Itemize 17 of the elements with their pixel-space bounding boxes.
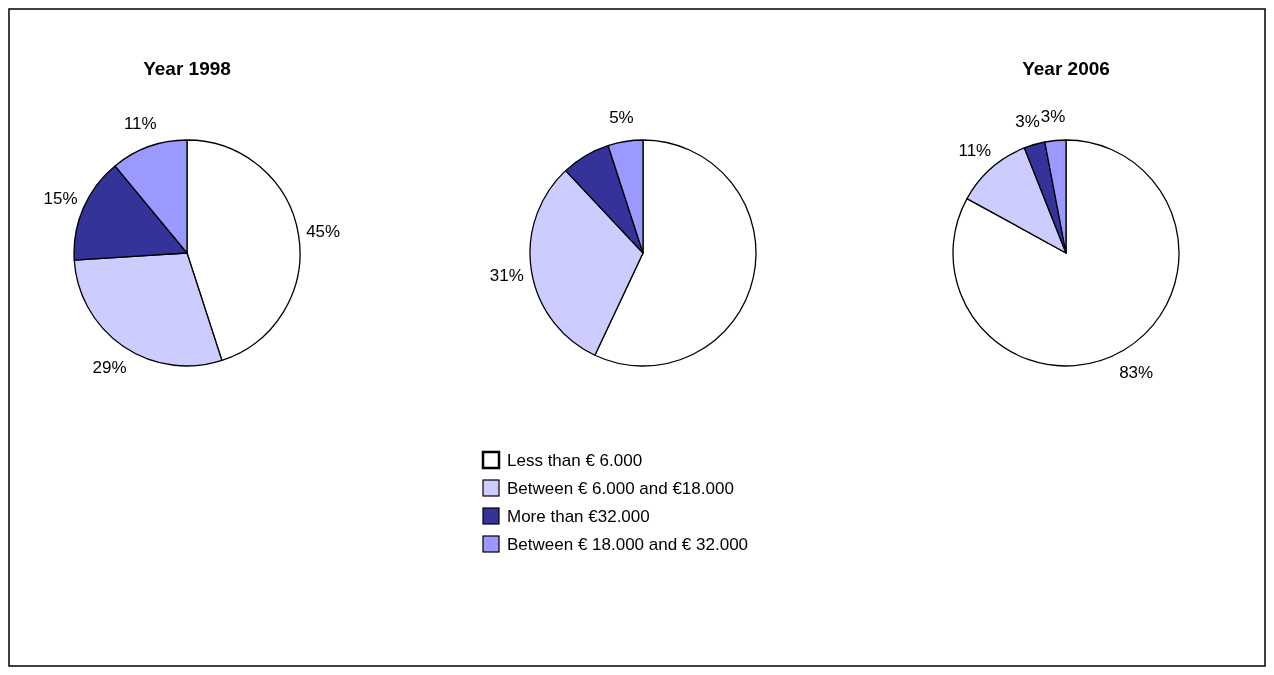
data-label: 29% [92, 357, 127, 377]
legend-label: Between € 18.000 and € 32.000 [507, 534, 749, 554]
pie-slice [952, 139, 1180, 367]
chart-title: Year 1998 [143, 58, 231, 79]
data-label: 83% [1119, 362, 1154, 382]
legend-label: Between € 6.000 and €18.000 [507, 478, 734, 498]
data-label: 15% [43, 189, 78, 209]
data-label: 11% [958, 140, 992, 160]
data-label: 5% [609, 107, 634, 127]
legend-label: More than €32.000 [507, 506, 650, 526]
data-label: 3% [1040, 106, 1066, 126]
chart-title: Year 2006 [1022, 58, 1110, 79]
data-label: 31% [489, 265, 524, 285]
data-label: 3% [1015, 111, 1040, 131]
data-label: 11% [123, 114, 157, 134]
data-label: 45% [306, 222, 341, 242]
legend-label: Less than € 6.000 [507, 450, 643, 470]
